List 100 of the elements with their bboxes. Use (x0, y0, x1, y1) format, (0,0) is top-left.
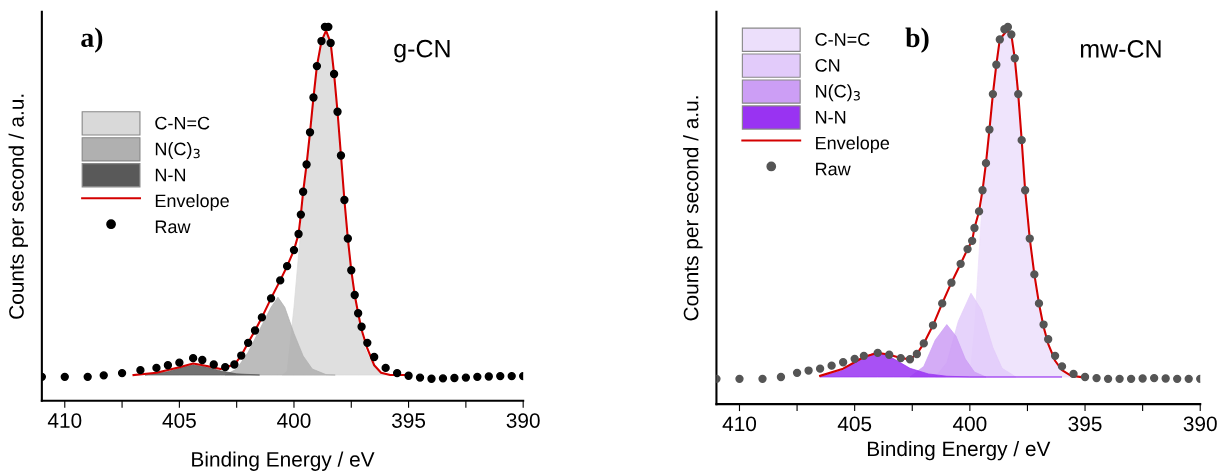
point (1017, 135, 1026, 145)
x-tick-label: 390 (1183, 416, 1217, 432)
point (967, 236, 977, 245)
point (326, 38, 335, 48)
point (1103, 374, 1113, 384)
legend-label: C-N=C (815, 33, 870, 46)
point (1050, 351, 1060, 361)
x-tick-label: 405 (837, 416, 872, 432)
point (1025, 234, 1034, 243)
annotation: b) (905, 27, 929, 53)
point (266, 294, 276, 303)
point (735, 374, 744, 384)
point (1161, 374, 1170, 383)
point (117, 368, 127, 378)
point (427, 374, 436, 383)
annotation: a) (81, 27, 103, 53)
point (230, 360, 239, 369)
point (815, 364, 825, 373)
point (333, 107, 342, 116)
point (850, 354, 859, 364)
legend-label: N-N (155, 168, 186, 182)
point (804, 366, 813, 375)
point (198, 355, 207, 365)
point (175, 358, 184, 367)
point (1034, 299, 1044, 308)
annotation: g-CN (394, 39, 450, 63)
point (243, 338, 253, 347)
point (60, 372, 69, 382)
x-tick-label: 395 (1068, 416, 1102, 432)
point (312, 61, 322, 71)
point (507, 371, 516, 381)
legend-label: N(C)$_{3}$ (155, 142, 200, 159)
point (995, 35, 1004, 44)
point (289, 245, 299, 255)
point (885, 350, 894, 359)
legend-label: Raw (816, 162, 851, 176)
point (978, 186, 987, 195)
point (970, 223, 979, 233)
point (963, 244, 972, 254)
point (1126, 374, 1136, 384)
point (209, 360, 218, 369)
point (276, 276, 285, 285)
point (473, 372, 482, 382)
point (496, 371, 505, 381)
x-tick-label: 405 (162, 413, 196, 428)
point (938, 299, 947, 308)
x-tick-label: 410 (722, 416, 757, 432)
x-tick-label: 390 (506, 413, 540, 428)
x-axis-title: Binding Energy / eV (867, 440, 1051, 461)
point (221, 362, 230, 372)
legend-label: C-N=C (155, 116, 210, 130)
point (309, 93, 318, 102)
point (1184, 374, 1193, 384)
annotation: mw-CN (1080, 40, 1161, 58)
point (792, 368, 802, 377)
point (461, 373, 471, 382)
point (237, 351, 246, 360)
point (1030, 270, 1039, 279)
point (438, 374, 448, 383)
point (282, 262, 292, 271)
point (981, 158, 991, 168)
point (1149, 373, 1159, 383)
point (1138, 374, 1147, 383)
point (1115, 374, 1124, 384)
point (296, 210, 306, 219)
y-axis-title: Counts per second / a.u. (8, 94, 28, 319)
point (859, 351, 869, 361)
point (827, 361, 836, 370)
legend-label: Envelope (155, 193, 229, 211)
legend-label: Envelope (816, 136, 890, 154)
point (919, 339, 928, 348)
point (450, 373, 459, 383)
point (99, 371, 108, 380)
point (83, 372, 92, 382)
point (838, 358, 848, 367)
point (298, 187, 308, 196)
point (363, 338, 372, 347)
point (1057, 362, 1067, 371)
point (1020, 186, 1030, 195)
point (1044, 335, 1053, 344)
point (317, 36, 326, 46)
point (1080, 372, 1090, 382)
point (152, 363, 161, 373)
point (1003, 22, 1013, 32)
x-tick-label: 400 (952, 416, 987, 432)
point (347, 266, 356, 275)
point (305, 128, 315, 137)
point (1069, 369, 1078, 379)
legend-label: N(C)$_{3}$ (816, 84, 860, 102)
point (392, 368, 402, 378)
point (340, 195, 349, 205)
point (257, 313, 267, 322)
point (1010, 54, 1019, 63)
point (947, 278, 956, 287)
point (302, 160, 311, 169)
point (988, 89, 998, 99)
point (896, 353, 905, 363)
point (294, 229, 303, 239)
point (188, 353, 198, 363)
point (912, 349, 922, 359)
